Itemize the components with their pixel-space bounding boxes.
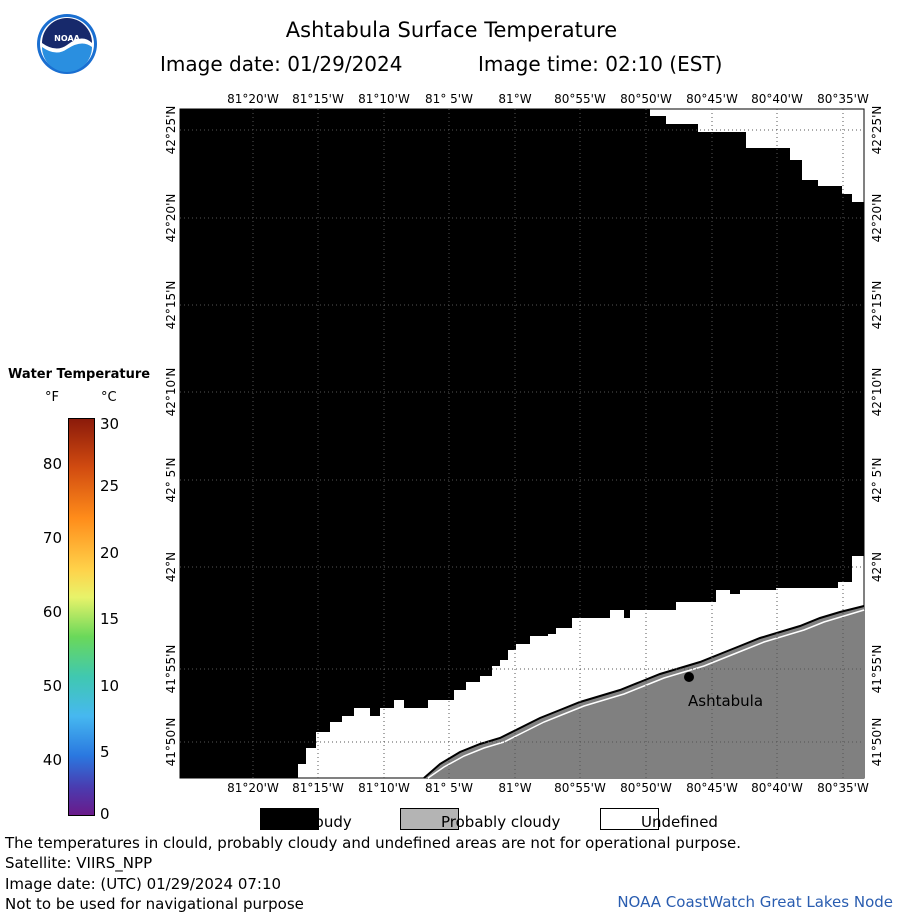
lat-label-left: 42°N (164, 552, 178, 582)
top-lon-labels: 81°20'W 81°15'W 81°10'W 81° 5'W 81°W 80°… (227, 92, 869, 106)
probably-cloudy-label: Probably cloudy (441, 813, 561, 831)
c-tick: 10 (100, 677, 120, 695)
f-tick: 70 (42, 529, 62, 547)
lon-label-bottom: 81° 5'W (425, 781, 473, 795)
lon-label-bottom: 80°40'W (751, 781, 803, 795)
land-area (424, 606, 864, 778)
lon-label-top: 81°20'W (227, 92, 279, 106)
ashtabula-marker (684, 672, 694, 682)
temperature-colorbar (68, 418, 95, 816)
footer-note: The temperatures in clould, probably clo… (5, 834, 742, 852)
footer-warning: Not to be used for navigational purpose (5, 895, 304, 913)
lon-label-bottom: 81°20'W (227, 781, 279, 795)
cloud-area (180, 109, 864, 778)
c-tick: 20 (100, 544, 120, 562)
lon-label-bottom: 80°45'W (686, 781, 738, 795)
image-date: Image date: 01/29/2024 (160, 52, 403, 76)
lon-label-top: 80°55'W (554, 92, 606, 106)
f-tick: 40 (42, 751, 62, 769)
unit-fahrenheit: °F (45, 390, 59, 405)
lon-label-top: 80°40'W (751, 92, 803, 106)
cloudy-label: Cloudy (300, 813, 352, 831)
lat-label-left: 42°10'N (164, 368, 178, 417)
lat-label-right: 41°55'N (870, 645, 884, 694)
lon-label-bottom: 80°55'W (554, 781, 606, 795)
c-tick: 5 (100, 743, 110, 761)
c-tick: 25 (100, 477, 120, 495)
city-label: Ashtabula (688, 692, 763, 710)
lat-label-right: 41°50'N (870, 718, 884, 767)
lon-label-bottom: 80°50'W (620, 781, 672, 795)
legend-title: Water Temperature (7, 367, 151, 382)
lat-label-left: 42°20'N (164, 194, 178, 243)
image-time: Image time: 02:10 (EST) (478, 52, 723, 76)
lon-label-bottom: 81°15'W (292, 781, 344, 795)
f-tick: 50 (42, 677, 62, 695)
c-tick: 30 (100, 415, 120, 433)
noaa-logo-text: NOAA (54, 34, 80, 43)
lat-label-left: 42°25'N (164, 106, 178, 155)
lon-label-bottom: 80°35'W (817, 781, 869, 795)
right-lat-labels: 42°25'N 42°20'N 42°15'N 42°10'N 42° 5'N … (870, 106, 884, 767)
noaa-logo-icon: NOAA (36, 13, 98, 75)
shoreline (423, 605, 865, 779)
f-tick: 80 (42, 455, 62, 473)
lat-label-right: 42°20'N (870, 194, 884, 243)
lon-label-top: 80°45'W (686, 92, 738, 106)
lat-label-right: 42° 5'N (870, 458, 884, 503)
lat-label-right: 42°15'N (870, 281, 884, 330)
lon-label-bottom: 81°W (498, 781, 531, 795)
lat-label-left: 42°15'N (164, 281, 178, 330)
footer-utc-date: Image date: (UTC) 01/29/2024 07:10 (5, 875, 282, 893)
unit-celsius: °C (101, 390, 117, 405)
lat-label-left: 41°50'N (164, 718, 178, 767)
c-tick: 0 (100, 805, 110, 823)
footer-satellite: Satellite: VIIRS_NPP (5, 854, 153, 872)
lon-label-top: 81°15'W (292, 92, 344, 106)
bottom-lon-labels: 81°20'W 81°15'W 81°10'W 81° 5'W 81°W 80°… (227, 781, 869, 795)
lon-label-top: 81° 5'W (425, 92, 473, 106)
left-lat-labels: 42°25'N 42°20'N 42°15'N 42°10'N 42° 5'N … (164, 106, 178, 767)
c-tick: 15 (100, 610, 120, 628)
map-title: Ashtabula Surface Temperature (285, 18, 618, 42)
cloudy-swatch (260, 808, 319, 830)
lat-label-right: 42°25'N (870, 106, 884, 155)
footer-credit: NOAA CoastWatch Great Lakes Node (617, 893, 893, 911)
probably-cloudy-swatch (400, 808, 459, 830)
lon-label-top: 81°W (498, 92, 531, 106)
lat-label-right: 42°N (870, 552, 884, 582)
lon-label-top: 80°50'W (620, 92, 672, 106)
undefined-swatch (600, 808, 659, 830)
lon-label-top: 81°10'W (358, 92, 410, 106)
f-tick: 60 (42, 603, 62, 621)
lat-label-right: 42°10'N (870, 368, 884, 417)
undefined-label: Undefined (641, 813, 718, 831)
lon-label-top: 80°35'W (817, 92, 869, 106)
lon-label-bottom: 81°10'W (358, 781, 410, 795)
lat-label-left: 41°55'N (164, 645, 178, 694)
lat-label-left: 42° 5'N (164, 458, 178, 503)
